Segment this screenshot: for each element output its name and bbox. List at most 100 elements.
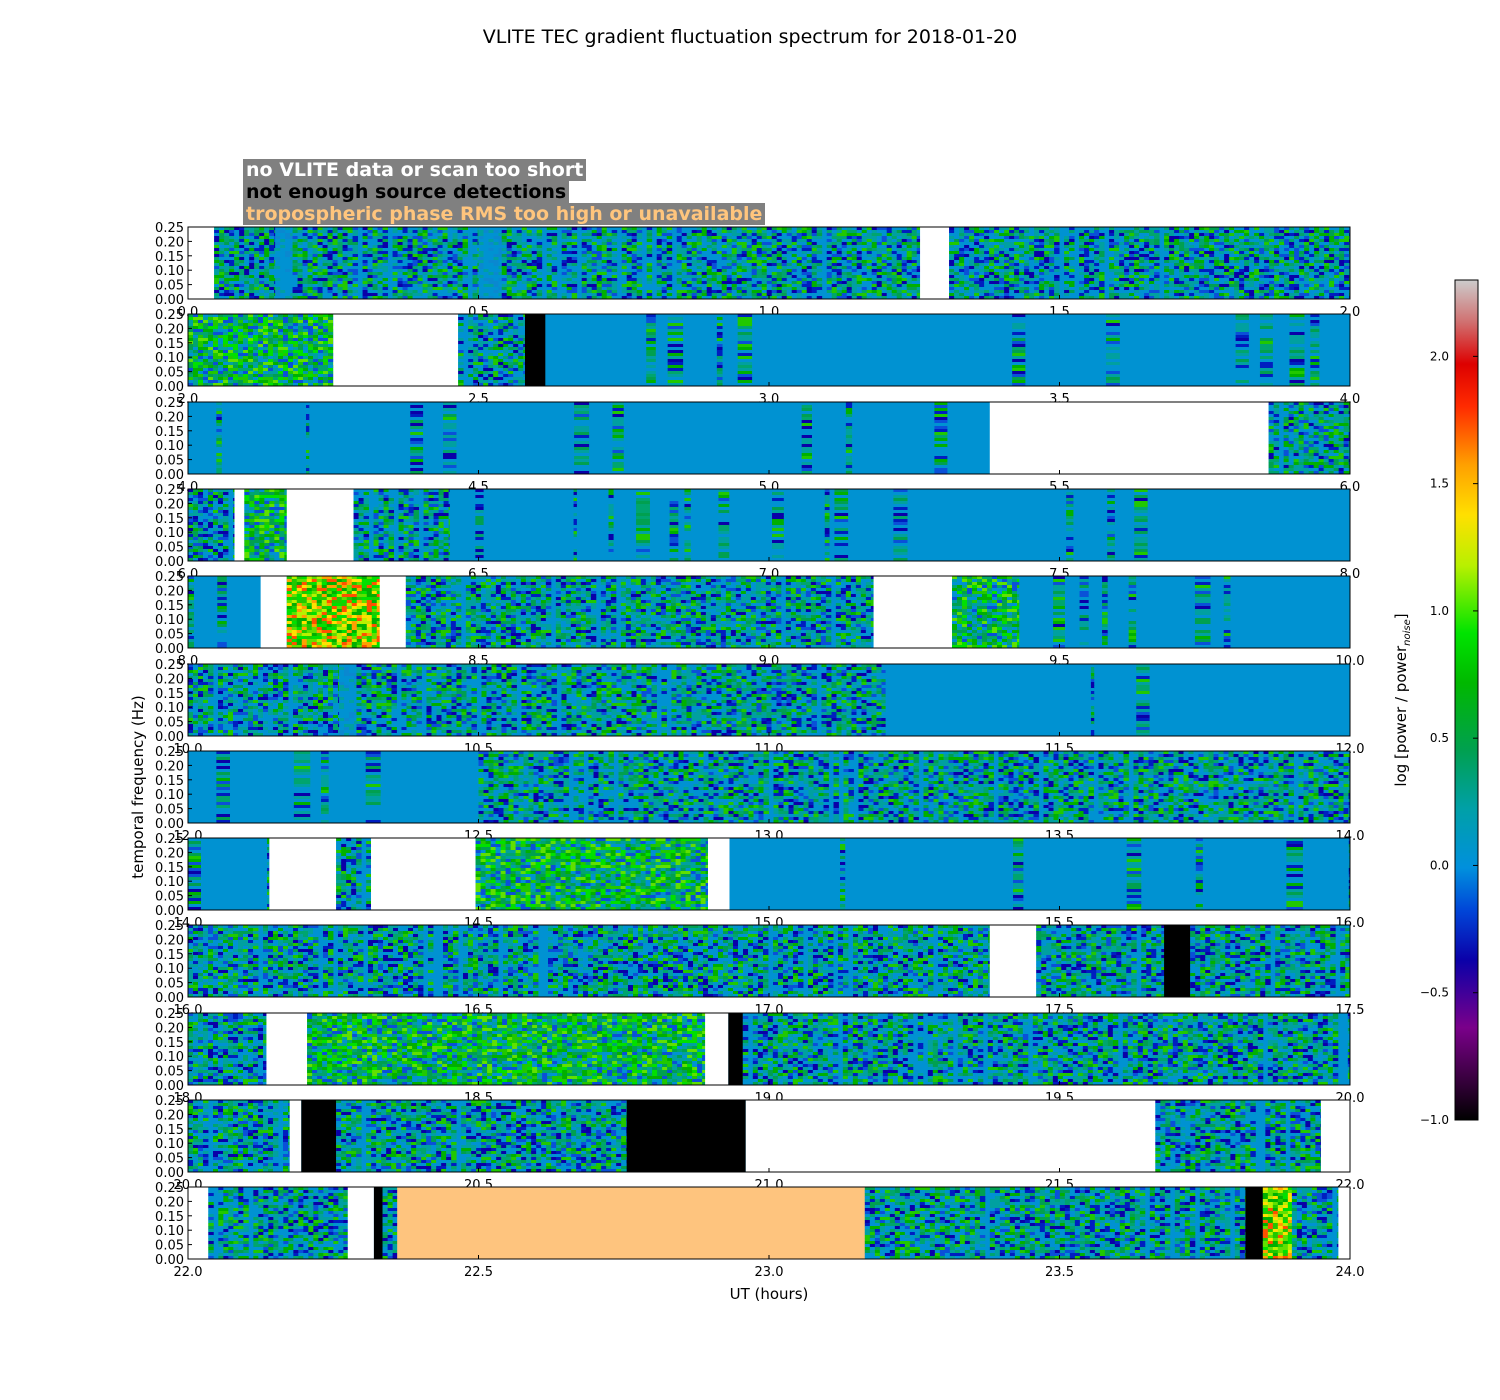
segment-none [1320,1100,1350,1172]
y-tick-label: 0.20 [155,1021,184,1036]
segment-sparse [475,489,1148,562]
segment-data [188,1013,267,1086]
segment-data [356,664,886,737]
y-tick-label: 0.00 [155,380,184,395]
segment-data [214,227,276,300]
segment-hot [286,576,381,649]
y-tick-label: 0.20 [155,1195,184,1210]
segment-data [458,314,526,387]
y-tick-label: 0.05 [155,803,184,818]
y-tick-label: 0.05 [155,1065,184,1080]
y-tick-label: 0.05 [155,279,184,294]
segment-none [188,1187,209,1259]
segment-none [705,1013,729,1085]
y-tick-label: 0.10 [155,962,184,977]
y-tick-label: 0.25 [155,832,184,847]
y-tick-label: 0.05 [155,1239,184,1254]
colorbar-ticks: 2.0 1.5 1.0 0.5 0.0 −0.5 −1.0 [1420,349,1478,1127]
y-tick-label: 0.05 [155,628,184,643]
segment-none [707,838,730,910]
segment-data [949,227,1351,300]
segment-sparse [216,751,381,824]
y-tick-label: 0.00 [155,904,184,919]
colorbar-tick-label: 2.0 [1430,349,1449,363]
segment-sparse [646,314,1320,387]
x-tick-label: 22.5 [464,1265,493,1280]
y-tick-label: 0.15 [155,425,184,440]
segment-active [188,314,334,387]
colorbar-label-main: log [power / power [1392,645,1410,787]
segment-data [1155,1100,1322,1173]
segment-active [475,838,709,911]
segment-data [336,838,372,911]
colorbar-tick-label: 1.0 [1430,604,1449,618]
segment-none [745,1100,1156,1172]
y-tick-label: 0.20 [155,322,184,337]
y-tick-label: 0.25 [155,658,184,673]
y-tick-label: 0.15 [155,337,184,352]
segment-none [234,489,245,561]
y-tick-label: 0.15 [155,948,184,963]
segment-data [501,227,921,300]
y-tick-label: 0.20 [155,235,184,250]
colorbar-tick-label: −1.0 [1420,1113,1449,1127]
segment-none [269,838,337,910]
y-tick-label: 0.10 [155,1224,184,1239]
segment-none [260,576,287,648]
y-tick-label: 0.15 [155,774,184,789]
y-tick-label: 0.25 [155,396,184,411]
y-tick-label: 0.15 [155,512,184,527]
legend-tropo: tropospheric phase RMS too high or unava… [243,203,766,225]
y-tick-label: 0.00 [155,642,184,657]
y-tick-label: 0.25 [155,570,184,585]
y-tick-label: 0.25 [155,919,184,934]
panel-5: 0.000.050.100.150.200.258.0 8.5 9.0 9.5 10.0 [155,570,1364,669]
y-tick-label: 0.15 [155,1123,184,1138]
y-tick-label: 0.00 [155,730,184,745]
segment-hot [1262,1187,1293,1260]
y-tick-label: 0.05 [155,977,184,992]
panel-3: 0.000.050.100.150.200.254.0 4.5 5.0 5.5 6.0 [155,396,1360,495]
segment-sparse [216,402,948,475]
segment-none [989,402,1269,474]
colorbar-label: log [power / powernoise] [1392,613,1413,786]
y-tick-label: 0.00 [155,1166,184,1181]
segment-none [286,489,354,561]
y-tick-label: 0.10 [155,875,184,890]
y-tick-label: 0.10 [155,264,184,279]
y-tick-label: 0.25 [155,745,184,760]
y-tick-label: 0.20 [155,1108,184,1123]
segment-detect [626,1100,746,1172]
segment-none [873,576,953,648]
x-tick-label: 23.0 [755,1265,784,1280]
segment-sparse [1090,664,1150,737]
y-tick-label: 0.20 [155,672,184,687]
y-tick-label: 0.20 [155,497,184,512]
legend-no-data: no VLITE data or scan too short [243,159,587,181]
chart-title: VLITE TEC gradient fluctuation spectrum … [483,26,1017,48]
panel-background [188,838,1350,910]
y-tick-label: 0.25 [155,1094,184,1109]
y-tick-label: 0.05 [155,890,184,905]
segment-data [1268,402,1351,475]
y-tick-label: 0.00 [155,991,184,1006]
y-tick-label: 0.10 [155,1050,184,1065]
y-tick-label: 0.05 [155,1152,184,1167]
y-tick-label: 0.25 [155,308,184,323]
y-tick-label: 0.10 [155,526,184,541]
colorbar-gradient [1454,279,1479,1121]
y-tick-label: 0.15 [155,1210,184,1225]
colorbar-label-sub: noise [1402,619,1413,646]
segment-data [1036,925,1165,998]
segment-data [742,1013,1351,1086]
colorbar-tick-label: 0.0 [1430,858,1449,872]
y-tick-label: 0.00 [155,1079,184,1094]
segment-none [266,1013,308,1085]
y-tick-label: 0.15 [155,861,184,876]
segment-tropo [397,1187,865,1259]
segment-data [188,489,235,562]
segment-sparse [840,838,1350,911]
